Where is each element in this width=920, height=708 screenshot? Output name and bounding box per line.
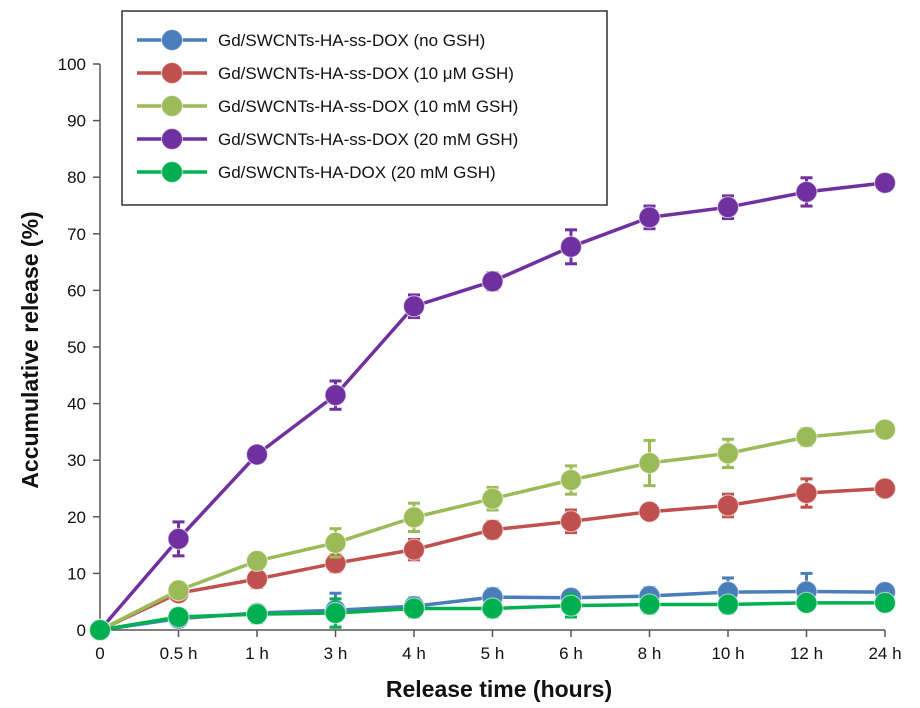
x-tick-label: 6 h — [559, 644, 583, 663]
data-point — [873, 418, 897, 441]
y-tick-label: 20 — [67, 508, 86, 527]
series-4 — [88, 171, 897, 642]
data-point — [638, 451, 661, 475]
data-point — [638, 206, 661, 229]
series-5 — [88, 591, 897, 642]
data-point — [402, 295, 426, 318]
series-layer — [88, 171, 897, 642]
data-point — [873, 477, 897, 500]
legend-marker — [160, 28, 184, 52]
data-point — [88, 618, 112, 642]
data-point — [559, 594, 583, 617]
x-tick-label: 24 h — [868, 644, 901, 663]
data-point — [795, 425, 818, 449]
legend-label: Gd/SWCNTs-HA-ss-DOX (10 μM GSH) — [218, 64, 514, 83]
y-tick-label: 0 — [77, 621, 86, 640]
data-point — [245, 603, 269, 626]
data-point — [873, 171, 897, 194]
data-point — [559, 510, 583, 533]
x-tick-label: 0 — [95, 644, 104, 663]
data-point — [559, 468, 583, 492]
data-point — [402, 597, 426, 620]
y-axis-title: Accumulative release (%) — [17, 211, 43, 488]
data-point — [324, 384, 347, 407]
legend-label: Gd/SWCNTs-HA-ss-DOX (20 mM GSH) — [218, 130, 518, 149]
y-tick-label: 80 — [67, 168, 86, 187]
x-tick-label: 8 h — [638, 644, 662, 663]
y-tick-label: 60 — [67, 281, 86, 300]
y-tick-label: 90 — [67, 112, 86, 131]
data-point — [716, 494, 740, 517]
data-point — [559, 235, 583, 258]
legend-marker — [160, 61, 184, 85]
data-point — [716, 196, 740, 219]
y-tick-label: 40 — [67, 395, 86, 414]
data-point — [481, 597, 504, 620]
y-tick-label: 10 — [67, 564, 86, 583]
y-tick-label: 50 — [67, 338, 86, 357]
data-point — [481, 518, 504, 541]
y-tick-label: 70 — [67, 225, 86, 244]
data-point — [795, 180, 818, 204]
data-point — [167, 579, 190, 602]
y-tick-label: 30 — [67, 451, 86, 470]
axes: 0 10 20 30 40 50 60 70 80 90 100 0 0.5 h 1 h 3 h 4 h 5 h… — [58, 55, 902, 663]
data-point — [245, 443, 269, 466]
data-point — [167, 527, 190, 550]
data-point — [795, 481, 818, 505]
data-point — [245, 549, 269, 573]
legend-marker — [160, 160, 184, 184]
x-tick-label: 4 h — [402, 644, 426, 663]
y-tick-label: 100 — [58, 55, 86, 74]
legend-marker — [160, 94, 184, 118]
data-point — [402, 538, 426, 561]
data-point — [873, 591, 897, 614]
data-point — [324, 601, 347, 625]
legend-label: Gd/SWCNTs-HA-ss-DOX (10 mM GSH) — [218, 97, 518, 116]
data-point — [167, 605, 190, 629]
series-line — [98, 181, 886, 632]
x-axis-title: Release time (hours) — [386, 676, 612, 702]
data-point — [638, 593, 661, 616]
data-point — [481, 487, 504, 510]
x-tick-label: 1 h — [245, 644, 269, 663]
legend: Gd/SWCNTs-HA-ss-DOX (no GSH) Gd/SWCNTs-HA… — [121, 10, 608, 206]
data-point — [795, 591, 818, 614]
legend-marker — [160, 127, 184, 151]
data-point — [324, 531, 347, 554]
data-point — [402, 506, 426, 529]
data-point — [481, 270, 504, 293]
data-point — [716, 442, 740, 465]
data-point — [638, 500, 661, 523]
x-tick-label: 12 h — [790, 644, 823, 663]
x-tick-label: 5 h — [481, 644, 505, 663]
data-point — [716, 593, 740, 616]
x-tick-label: 3 h — [324, 644, 348, 663]
legend-label: Gd/SWCNTs-HA-ss-DOX (no GSH) — [218, 31, 485, 50]
x-tick-label: 0.5 h — [160, 644, 198, 663]
legend-label: Gd/SWCNTs-HA-DOX (20 mM GSH) — [218, 163, 496, 182]
x-tick-label: 10 h — [711, 644, 744, 663]
